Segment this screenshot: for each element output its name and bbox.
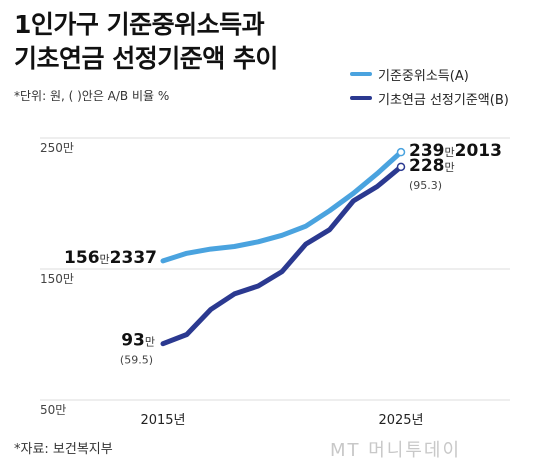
series-line-0 [160,149,404,264]
label-b-end: 228만 [409,156,455,176]
legend-item-b: 기초연금 선정기준액(B) [350,86,509,110]
legend-label-a: 기준중위소득(A) [378,68,469,84]
y-tick-label-2: 50만 [40,403,66,417]
x-tick-label-1: 2025년 [378,413,423,428]
chart-title: 1인가구 기준중위소득과 기초연금 선정기준액 추이 [14,8,278,76]
series-line-1 [160,164,404,347]
title-line-2: 기초연금 선정기준액 추이 [14,44,278,73]
y-tick-label-1: 150만 [40,272,74,286]
title-line-1: 1인가구 기준중위소득과 [14,10,265,39]
watermark: MT 머니투데이 [330,440,462,461]
ratio-b-start: (59.5) [120,354,153,367]
legend: 기준중위소득(A) 기초연금 선정기준액(B) [350,62,509,110]
legend-swatch-a [350,72,372,76]
end-point-0 [396,147,406,157]
source-note: *자료: 보건복지부 [14,442,113,457]
legend-label-b: 기초연금 선정기준액(B) [378,92,509,108]
legend-item-a: 기준중위소득(A) [350,62,509,86]
label-b-start: 93만 [121,331,155,351]
y-tick-label-0: 250만 [40,141,74,155]
legend-swatch-b [350,96,372,100]
end-point-1 [396,162,406,172]
unit-note: *단위: 원, ( )안은 A/B 비율 % [14,89,170,103]
ratio-b-end: (95.3) [409,179,442,192]
label-a-end: 239만2013 [409,141,502,161]
label-a-start: 156만2337 [64,248,157,268]
x-tick-label-0: 2015년 [140,413,185,428]
